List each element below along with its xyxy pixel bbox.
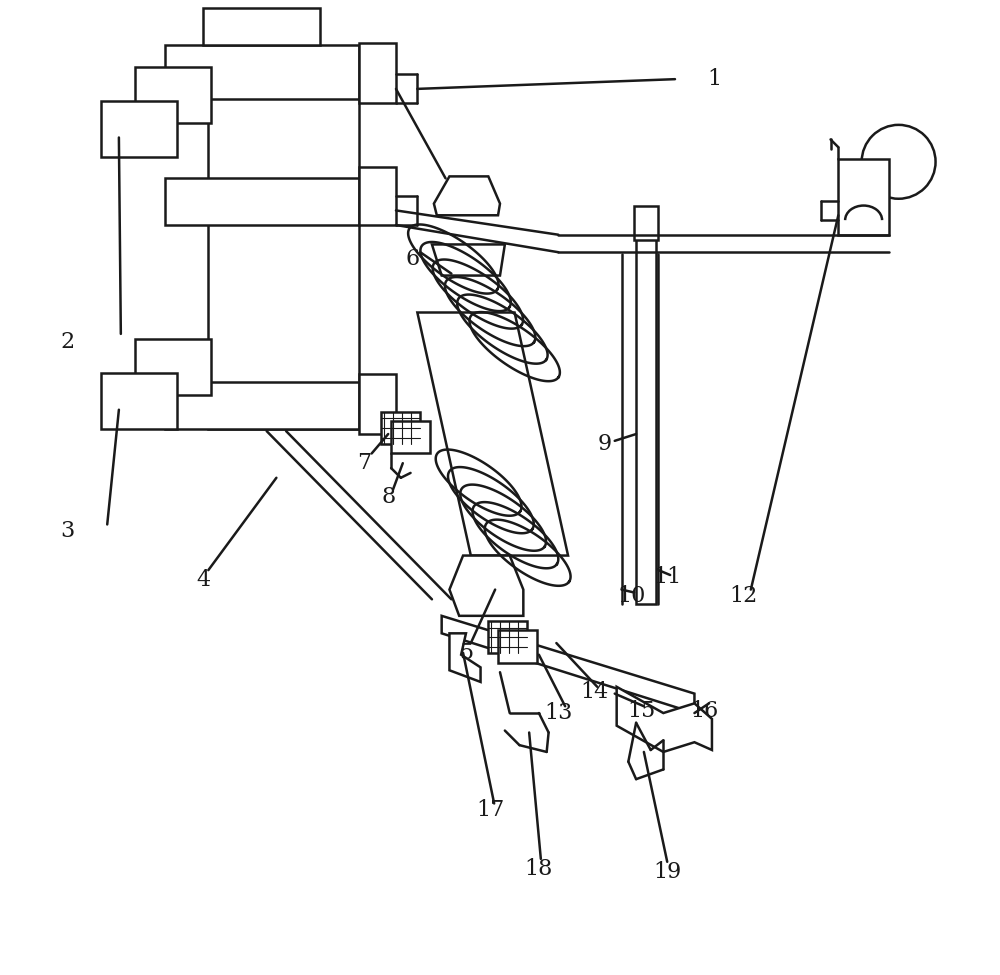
Text: 6: 6: [405, 248, 420, 270]
Bar: [838, 159, 889, 235]
Text: 15: 15: [627, 700, 655, 722]
Bar: [359, 43, 396, 103]
Bar: [135, 66, 211, 123]
Bar: [208, 50, 359, 429]
Text: 4: 4: [196, 568, 211, 591]
Polygon shape: [434, 176, 500, 215]
Text: 11: 11: [653, 566, 681, 588]
Bar: [165, 382, 359, 429]
Text: 17: 17: [476, 800, 504, 821]
Text: 16: 16: [690, 700, 718, 722]
Text: 8: 8: [381, 487, 395, 508]
Text: 19: 19: [653, 861, 681, 882]
Text: 9: 9: [598, 433, 612, 454]
Text: 13: 13: [544, 702, 573, 724]
Bar: [203, 8, 320, 45]
Text: 1: 1: [707, 68, 721, 90]
Text: 10: 10: [617, 585, 645, 607]
Bar: [359, 373, 396, 434]
Bar: [381, 411, 420, 444]
Bar: [391, 421, 430, 453]
Polygon shape: [617, 686, 712, 752]
Bar: [634, 206, 658, 240]
Text: 12: 12: [729, 585, 757, 607]
Polygon shape: [417, 313, 568, 556]
Text: 7: 7: [357, 452, 371, 474]
Bar: [359, 167, 396, 225]
Text: 18: 18: [525, 858, 553, 879]
Polygon shape: [449, 556, 523, 616]
Bar: [498, 631, 537, 662]
Bar: [135, 338, 211, 395]
Text: 2: 2: [60, 331, 74, 353]
Polygon shape: [449, 634, 481, 682]
Polygon shape: [432, 245, 505, 276]
Text: 3: 3: [60, 521, 74, 542]
Bar: [488, 621, 527, 653]
Bar: [165, 45, 359, 98]
Bar: [101, 372, 177, 429]
Text: 14: 14: [580, 681, 608, 703]
Circle shape: [862, 125, 936, 199]
Text: 5: 5: [459, 642, 473, 664]
Bar: [101, 100, 177, 157]
Bar: [636, 235, 656, 604]
Bar: [165, 178, 359, 225]
Polygon shape: [442, 616, 694, 713]
